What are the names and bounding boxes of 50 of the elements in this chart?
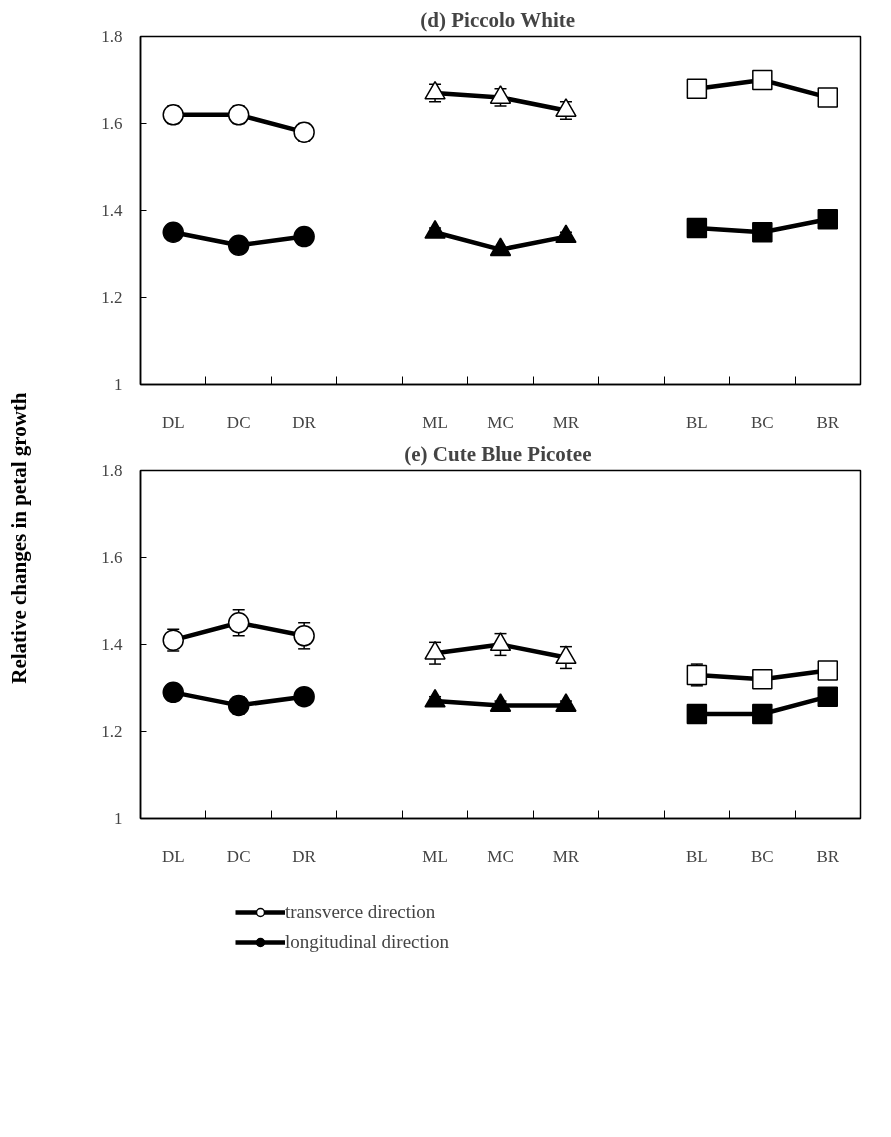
point [752,69,773,91]
x-tick-label: DC [226,846,251,866]
x-tick-label: BL [686,412,708,432]
x-tick-label: MC [487,846,514,866]
y-tick-label: 1.2 [101,288,123,307]
y-tick-label: 1.2 [101,722,123,741]
x-tick-label: DC [226,412,251,432]
x-tick-label: DR [292,412,317,432]
y-tick-label: 1 [114,809,123,828]
point [162,221,184,243]
x-tick-label: BC [750,846,774,866]
y-tick-label: 1.4 [101,635,123,654]
x-tick-label: BL [686,846,708,866]
point [293,225,315,248]
x-tick-label: DL [161,412,185,432]
x-tick-label: BR [816,412,840,432]
x-tick-label: BR [816,846,840,866]
y-axis-title: Relative changes in petal growth [6,392,31,684]
y-tick-label: 1.6 [101,548,123,567]
legend-label: transverce direction [285,901,436,923]
point [162,629,184,651]
chart-title: (e) Cute Blue Picotee [404,441,592,466]
point [686,217,708,239]
point [162,681,184,704]
x-tick-label: MR [552,412,580,432]
point [293,685,315,708]
point [227,234,250,257]
point [686,703,708,725]
point [817,208,839,230]
point [686,78,708,99]
y-tick-label: 1 [114,375,123,394]
point [752,669,773,690]
x-tick-label: DL [161,846,185,866]
x-tick-label: ML [422,412,448,432]
y-tick-label: 1.6 [101,114,123,133]
legend-label: longitudinal direction [285,931,450,953]
chart-title: (d) Piccolo White [420,7,576,32]
x-tick-label: DR [292,846,317,866]
point [817,686,839,707]
point [752,703,773,725]
x-tick-label: MC [487,412,514,432]
point [752,222,773,243]
point [817,660,839,681]
x-tick-label: MR [552,846,580,866]
x-tick-label: ML [422,846,448,866]
y-tick-label: 1.4 [101,201,123,220]
y-tick-label: 1.8 [101,461,123,480]
point [817,87,839,108]
x-tick-label: BC [750,412,774,432]
y-tick-label: 1.8 [101,27,123,46]
